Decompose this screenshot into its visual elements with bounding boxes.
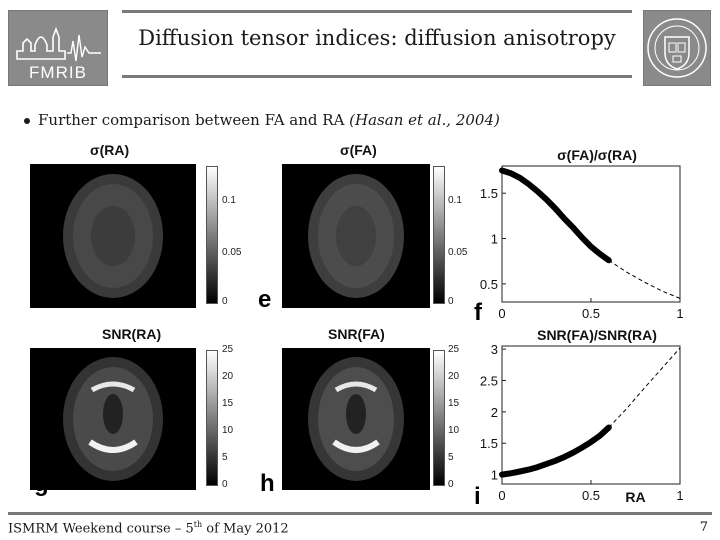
panel-g-tick: 25 <box>222 344 234 355</box>
chart-i-ytick-label: 3 <box>491 342 498 357</box>
header-rule-top <box>122 10 632 13</box>
panel-g-tick: 10 <box>222 425 234 436</box>
panel-g-letter: g <box>34 470 49 497</box>
chart-i-ytick-label: 1.5 <box>480 436 498 451</box>
bullet-text: Further comparison between FA and RA <box>38 111 350 129</box>
slide-title: Diffusion tensor indices: diffusion anis… <box>138 26 616 50</box>
panel-d-image <box>30 164 196 308</box>
chart-i-frame <box>501 345 681 485</box>
panel-d-colorbar <box>206 166 218 304</box>
panel-e-title: σ(FA) <box>340 142 377 158</box>
bullet-dot-icon <box>24 118 30 124</box>
panel-g-tick: 0 <box>222 479 228 490</box>
panel-g-colorbar <box>206 350 218 486</box>
figure: σ(RA) σ(FA) 0.1 0.05 0 d 0.1 0.05 0 e SN… <box>0 138 720 510</box>
chart-i-xtick-label: 0.5 <box>582 488 600 503</box>
footer-rule <box>8 512 712 515</box>
panel-e-colorbar <box>433 166 445 304</box>
panel-g-image <box>30 348 196 490</box>
chart-f-title: σ(FA)/σ(RA) <box>557 147 637 163</box>
chart-i-series-dashed <box>608 347 681 428</box>
panel-h-colorbar <box>433 350 445 486</box>
chart-f: σ(FA)/σ(RA)0 0.5 11.510.5f <box>474 147 684 326</box>
chart-i-series-thick-solid <box>499 424 612 478</box>
chart-f-ytick-label: 1 <box>491 232 498 247</box>
chart-f-series-dashed <box>608 259 681 299</box>
chart-f-panel-letter: f <box>474 299 483 326</box>
footer-course: ISMRM Weekend course – 5th of May 2012 <box>8 520 289 536</box>
chart-i-xtick-label: 0 <box>498 488 505 503</box>
panel-d-title: σ(RA) <box>90 142 130 158</box>
panel-h-tick: 20 <box>448 371 460 382</box>
panel-e-tick: 0 <box>448 296 454 307</box>
panel-e-letter: e <box>258 286 272 313</box>
panel-g-tick: 20 <box>222 371 234 382</box>
fmrib-logo: FMRIB <box>8 10 108 86</box>
chart-i: SNR(FA)/SNR(RA) 0 0.5 1 3 2.5 2 1.5 1 RA i <box>474 327 684 510</box>
panel-g-tick: 5 <box>222 452 228 463</box>
panel-h-letter: h <box>260 470 275 497</box>
panel-d-letter: d <box>30 286 45 313</box>
panel-h-tick: 5 <box>448 452 454 463</box>
panel-g-title: SNR(RA) <box>102 326 162 342</box>
header-rule-bottom <box>122 75 632 78</box>
panel-d-tick: 0.1 <box>222 195 236 206</box>
panel-g-tick: 15 <box>222 398 234 409</box>
panel-h-tick: 15 <box>448 398 460 409</box>
panel-d-tick: 0 <box>222 296 228 307</box>
fmrib-dome-icon <box>16 26 101 62</box>
fmrib-logo-text: FMRIB <box>29 63 87 82</box>
chart-i-ytick-label: 1 <box>491 468 498 483</box>
chart-f-xtick-label: 1 <box>676 306 683 321</box>
panel-h-title: SNR(FA) <box>328 326 385 342</box>
footer-course-prefix: ISMRM Weekend course – 5 <box>8 521 194 537</box>
chart-f-ytick-label: 0.5 <box>480 277 498 292</box>
panel-h-image <box>282 348 430 490</box>
panel-h-tick: 0 <box>448 479 454 490</box>
chart-i-xlabel: RA <box>625 489 645 505</box>
chart-i-panel-letter: i <box>474 483 481 510</box>
chart-i-xtick-label: 1 <box>676 488 683 503</box>
footer-course-sup: th <box>193 520 203 529</box>
chart-i-ytick-label: 2 <box>491 405 498 420</box>
oxford-crest-icon <box>643 10 711 86</box>
panel-e-tick: 0.1 <box>448 195 462 206</box>
panel-h-tick: 10 <box>448 425 460 436</box>
chart-i-ytick-label: 2.5 <box>480 374 498 389</box>
footer-course-suffix: of May 2012 <box>202 521 289 537</box>
page-number: 7 <box>699 520 708 535</box>
chart-f-xtick-label: 0.5 <box>582 306 600 321</box>
chart-f-ytick-label: 1.5 <box>480 186 498 201</box>
panel-h-tick: 25 <box>448 344 460 355</box>
panel-e-tick: 0.05 <box>448 247 468 258</box>
panel-e-image <box>282 164 430 308</box>
bullet-point: Further comparison between FA and RA (Ha… <box>24 111 500 129</box>
bullet-citation: (Hasan et al., 2004) <box>349 111 500 129</box>
chart-f-xtick-label: 0 <box>498 306 505 321</box>
chart-i-title: SNR(FA)/SNR(RA) <box>537 327 657 343</box>
panel-d-tick: 0.05 <box>222 247 242 258</box>
chart-f-series-thick-solid <box>499 167 612 264</box>
